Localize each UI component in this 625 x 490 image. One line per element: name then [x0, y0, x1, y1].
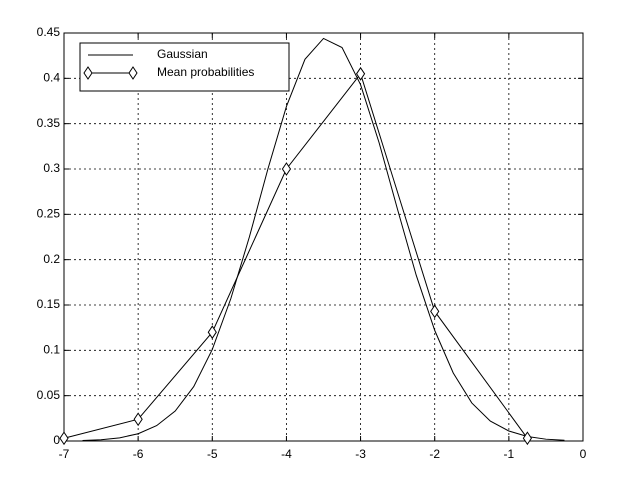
legend-box — [79, 42, 290, 92]
x-tick-label: -1 — [504, 447, 515, 461]
y-tick-label: 0 — [53, 433, 60, 447]
data-marker — [59, 431, 69, 446]
y-tick-label: 0.1 — [43, 343, 60, 357]
series-line — [82, 37, 565, 442]
legend-label: Gaussian — [157, 47, 208, 61]
x-tick-label: -7 — [59, 447, 70, 461]
y-tick-label: 0.3 — [43, 161, 60, 175]
x-tick-label: 0 — [580, 447, 587, 461]
x-tick-label: -3 — [355, 447, 366, 461]
data-marker — [430, 304, 440, 319]
data-marker — [355, 66, 366, 81]
y-tick-label: 0.05 — [37, 388, 61, 402]
x-tick-label: -5 — [207, 447, 218, 461]
y-tick-label: 0.35 — [37, 116, 61, 130]
legend-label: Mean probabilities — [157, 65, 254, 79]
y-tick-label: 0.25 — [37, 207, 61, 221]
legend-marker — [128, 66, 138, 80]
data-marker — [207, 325, 217, 340]
data-marker — [133, 412, 143, 427]
x-tick-label: -4 — [281, 447, 292, 461]
x-tick-label: -6 — [133, 447, 144, 461]
plot-frame — [63, 32, 584, 442]
data-marker — [522, 431, 532, 446]
x-tick-label: -2 — [429, 447, 440, 461]
legend-marker — [83, 66, 93, 80]
data-marker — [281, 162, 292, 176]
plot-area — [64, 33, 583, 441]
y-tick-label: 0.15 — [37, 297, 61, 311]
y-tick-label: 0.45 — [37, 25, 61, 39]
y-tick-label: 0.4 — [43, 71, 60, 85]
y-tick-label: 0.2 — [43, 252, 60, 266]
